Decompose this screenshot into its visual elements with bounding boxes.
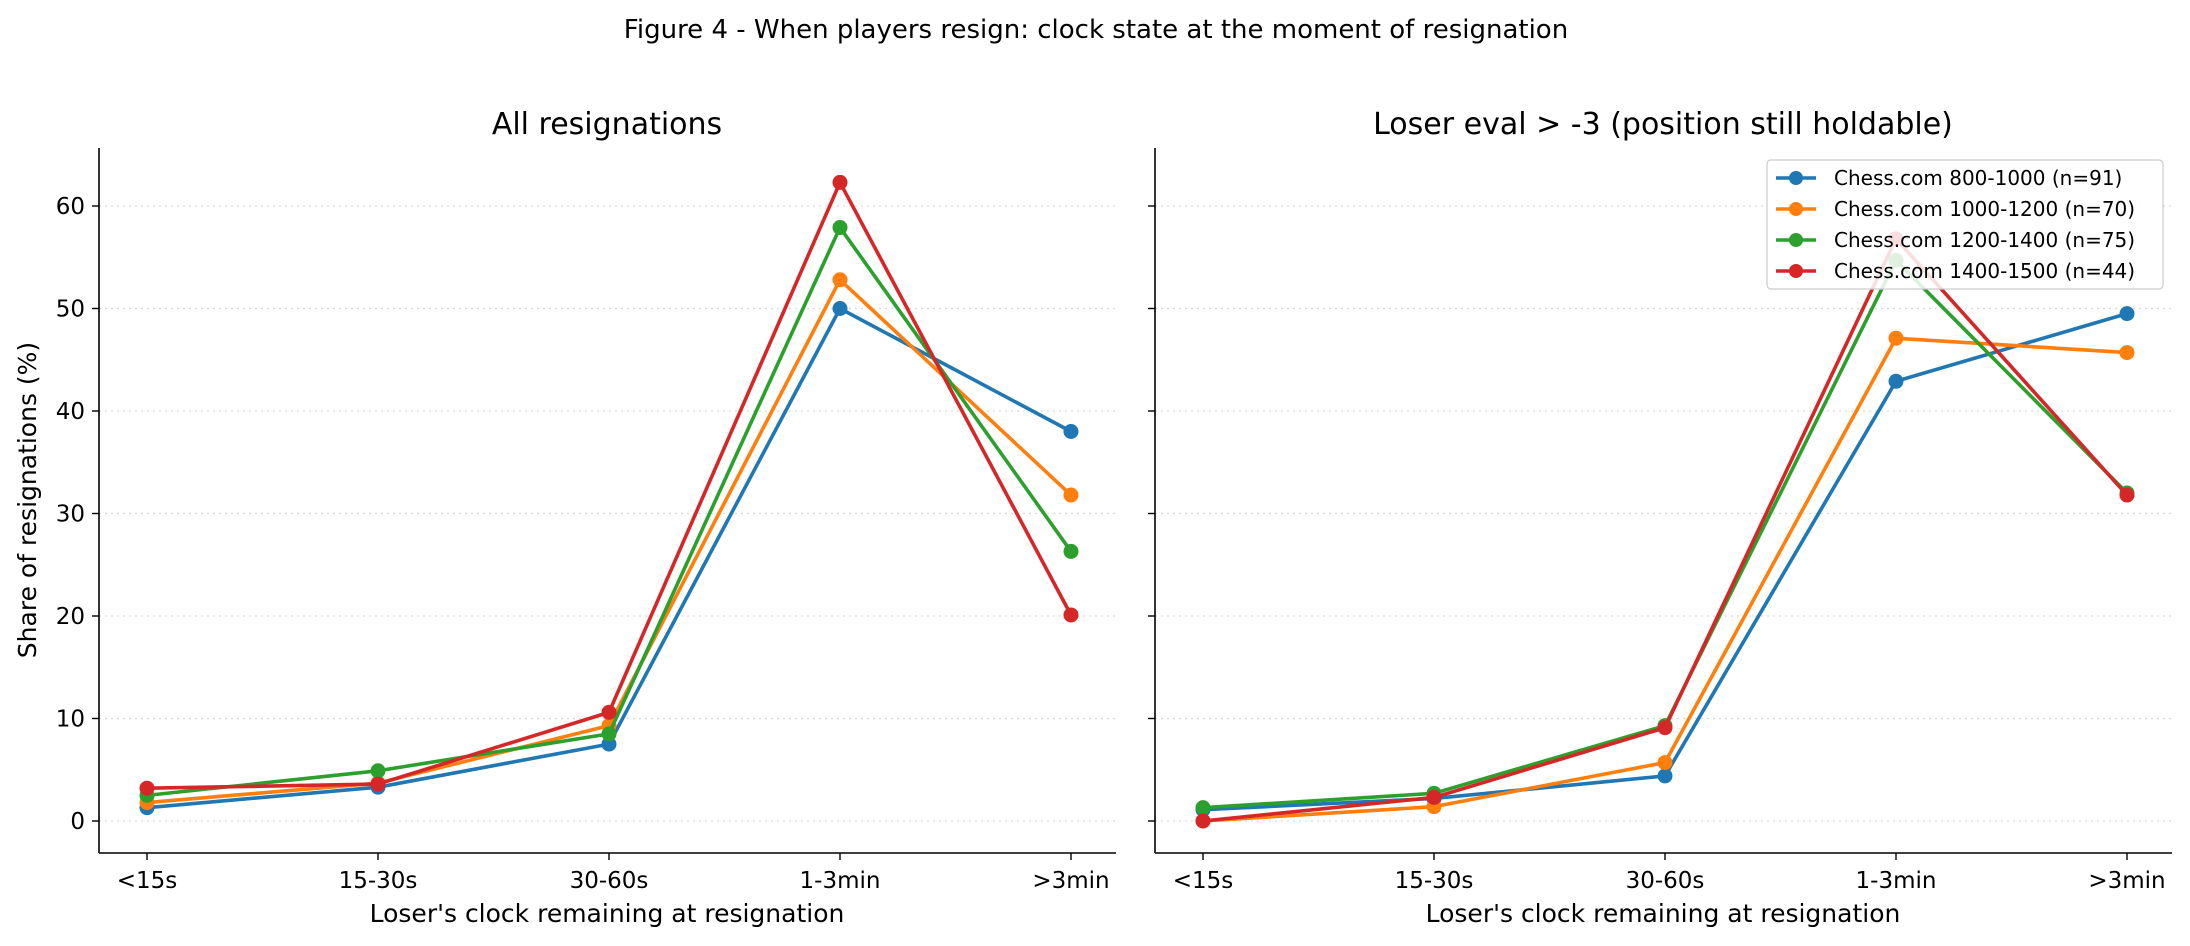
x-tick-label: 30-60s [570, 868, 649, 894]
panel-holdable-resignations: Loser eval > -3 (position still holdable… [1148, 107, 2172, 928]
y-tick-label: 60 [56, 194, 85, 220]
y-tick-label: 40 [56, 399, 85, 425]
legend-label: Chess.com 800-1000 (n=91) [1834, 166, 2122, 190]
axis-ticks: <15s 15-30s 30-60s 1-3min >3min [1148, 205, 2166, 894]
data-point [1426, 789, 1442, 805]
data-point [1063, 424, 1079, 439]
x-axis-label: Loser's clock remaining at resignation [1426, 899, 1901, 928]
data-point [601, 704, 617, 720]
x-tick-label: <15s [1173, 868, 1234, 894]
data-point [1195, 813, 1211, 829]
y-tick-label: 10 [56, 707, 85, 733]
legend-label: Chess.com 1200-1400 (n=75) [1834, 228, 2135, 252]
x-tick-label: >3min [2088, 868, 2165, 894]
x-tick-label: 1-3min [800, 868, 881, 894]
panel-title: All resignations [492, 107, 722, 142]
data-point [832, 272, 848, 288]
series-line [1201, 311, 2129, 812]
x-tick-label: <15s [117, 868, 178, 894]
legend: Chess.com 800-1000 (n=91) Chess.com 1000-… [1766, 159, 2164, 290]
series-layer [1195, 231, 2135, 829]
data-point [601, 726, 617, 742]
axis-ticks: 0 10 20 30 40 50 60 <15s 15-30s 30-60s 1-3min >3min [56, 194, 1110, 894]
legend-label: Chess.com 1000-1200 (n=70) [1834, 197, 2135, 221]
data-point [370, 776, 386, 792]
legend-label: Chess.com 1400-1500 (n=44) [1834, 259, 2135, 283]
legend-swatch-marker [1789, 202, 1803, 216]
data-point [2119, 306, 2135, 322]
panel-all-resignations: All resignations 0 10 20 30 40 50 60 <15s 15-30s… [13, 107, 1116, 928]
panel-title: Loser eval > -3 (position still holdable… [1373, 107, 1953, 142]
data-point [1657, 755, 1673, 771]
series-line [145, 180, 1073, 791]
data-point [832, 301, 848, 316]
data-point [139, 780, 155, 796]
x-tick-label: 1-3min [1856, 868, 1937, 894]
x-tick-label: 30-60s [1626, 868, 1705, 894]
data-point [1195, 800, 1211, 816]
y-tick-label: 50 [56, 297, 85, 323]
data-point [1888, 330, 1904, 346]
data-point [1888, 373, 1904, 389]
legend-swatch-marker [1789, 264, 1803, 278]
legend-swatch-marker [1789, 233, 1803, 247]
figure-title: Figure 4 - When players resign: clock st… [624, 15, 1568, 45]
data-point [832, 174, 848, 190]
data-point [1063, 543, 1079, 559]
data-point [370, 763, 386, 779]
x-tick-label: 15-30s [339, 868, 418, 894]
series-layer [139, 174, 1079, 816]
grid [99, 205, 1116, 822]
data-point [2119, 487, 2135, 503]
data-point [2119, 345, 2135, 361]
data-point [1063, 607, 1079, 623]
data-point [1063, 487, 1079, 503]
x-tick-label: 15-30s [1395, 868, 1474, 894]
data-point [1657, 720, 1673, 736]
legend-frame [1766, 159, 2164, 290]
x-axis-label: Loser's clock remaining at resignation [370, 899, 845, 928]
x-tick-label: >3min [1032, 868, 1109, 894]
y-axis-label: Share of resignations (%) [13, 342, 42, 658]
data-point [601, 736, 617, 752]
y-tick-label: 0 [70, 809, 85, 835]
data-point [1657, 768, 1673, 784]
y-tick-label: 30 [56, 502, 85, 528]
legend-swatch-marker [1789, 171, 1803, 185]
data-point [832, 220, 848, 236]
y-tick-label: 20 [56, 604, 85, 630]
